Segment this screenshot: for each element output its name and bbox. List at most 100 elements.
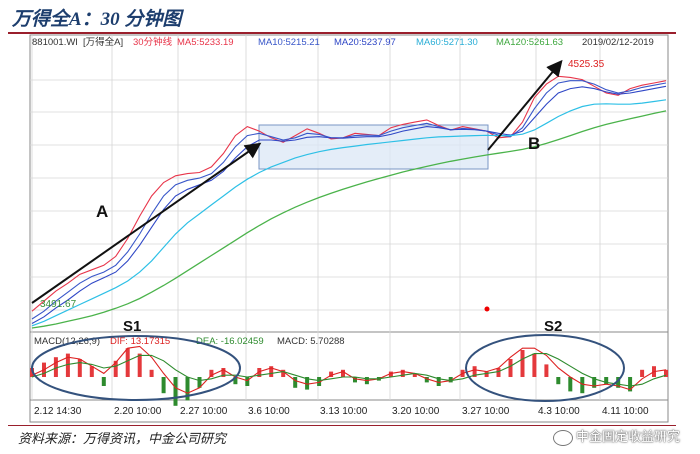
macd-bar xyxy=(233,377,238,385)
series-line-ma60 xyxy=(31,99,667,327)
macd-bar xyxy=(257,368,262,377)
grid-lines xyxy=(30,35,668,400)
x-tick-label: 3.20 10:00 xyxy=(392,406,440,417)
macd-bar xyxy=(616,377,621,388)
macd-bar xyxy=(388,371,393,377)
macd-bar xyxy=(245,377,250,386)
title-divider xyxy=(8,32,676,34)
macd-bar xyxy=(580,377,585,394)
footer-divider xyxy=(8,425,676,426)
macd-bar xyxy=(592,377,597,388)
macd-bar xyxy=(508,359,513,377)
macd-bar xyxy=(293,377,298,388)
label-a: A xyxy=(96,202,108,221)
macd-bar xyxy=(53,357,58,377)
macd-histogram xyxy=(30,348,668,406)
s1-ellipse xyxy=(31,335,241,401)
price-panel-frame xyxy=(29,34,669,333)
macd-bar xyxy=(305,377,310,390)
macd-bar xyxy=(197,377,202,388)
macd-lines xyxy=(31,345,667,394)
macd-bar xyxy=(125,348,130,377)
series-line-ma10 xyxy=(31,80,667,320)
macd-bar xyxy=(496,368,501,377)
macd-bar xyxy=(664,369,668,377)
legend-ma120: MA120:5261.63 xyxy=(496,37,563,48)
macd-bar xyxy=(89,366,94,377)
legend-date: 2019/02/12-2019 xyxy=(582,37,654,48)
macd-bar xyxy=(281,369,286,377)
macd-legend: MACD(12,26,9) DIF: 13.17315 DEA: -16.024… xyxy=(34,336,345,347)
label-s2: S2 xyxy=(544,318,562,335)
x-tick-label: 3.6 10:00 xyxy=(248,406,290,417)
macd-bar xyxy=(484,371,489,377)
x-tick-label: 2.27 10:00 xyxy=(180,406,228,417)
series-line-ma20 xyxy=(31,85,667,324)
s2-ellipse xyxy=(465,334,625,402)
macd-bar xyxy=(101,377,106,386)
macd-bar xyxy=(185,377,190,401)
macd-bar xyxy=(77,359,82,377)
legend-ma20: MA20:5237.97 xyxy=(334,37,396,48)
source-note: 资料来源：万得资讯，中金公司研究 xyxy=(18,431,227,446)
price-legend: 881001.WI [万得全A] 30分钟线 MA5:5233.19 MA10:… xyxy=(32,36,654,48)
macd-bar xyxy=(436,377,441,386)
macd-bar xyxy=(173,377,178,406)
macd-bar xyxy=(628,377,633,392)
macd-line-dif xyxy=(31,345,667,394)
macd-bar xyxy=(341,369,345,377)
macd-bar xyxy=(209,369,214,377)
x-tick-label: 2.20 10:00 xyxy=(114,406,162,417)
macd-bar xyxy=(221,368,226,377)
macd-bar xyxy=(161,377,166,394)
watermark: 中金固定收益研究 xyxy=(552,426,680,446)
macd-bar xyxy=(532,353,537,377)
x-tick-label: 4.3 10:00 xyxy=(538,406,580,417)
x-tick-label: 2.12 14:30 xyxy=(34,406,82,417)
date-axis-frame xyxy=(29,399,669,423)
macd-bar xyxy=(448,377,453,383)
high-value-label: 4525.35 xyxy=(568,59,605,70)
trend-arrow-b xyxy=(487,59,563,151)
macd-legend-macd: MACD: 5.70288 xyxy=(277,336,345,347)
x-tick-label: 4.11 10:00 xyxy=(602,406,649,417)
wechat-icon xyxy=(552,429,573,446)
macd-line-dea xyxy=(31,353,667,387)
macd-bar xyxy=(424,377,429,383)
macd-bar xyxy=(520,350,525,377)
label-s1: S1 xyxy=(123,318,141,335)
macd-bar xyxy=(640,369,645,377)
macd-bar xyxy=(556,377,561,385)
macd-legend-label: MACD(12,26,9) xyxy=(34,336,100,347)
consolidation-box xyxy=(258,124,489,170)
legend-code: 881001.WI xyxy=(32,37,78,48)
legend-ma5: MA5:5233.19 xyxy=(177,37,234,48)
low-value-label: 3491.67 xyxy=(40,299,77,310)
red-dot-marker xyxy=(484,306,490,312)
macd-legend-dif: DIF: 13.17315 xyxy=(110,336,170,347)
label-b: B xyxy=(528,134,540,153)
legend-ma10: MA10:5215.21 xyxy=(258,37,320,48)
macd-bar xyxy=(400,369,405,377)
series-line-ma5 xyxy=(31,75,667,312)
x-tick-label: 3.13 10:00 xyxy=(320,406,368,417)
macd-bar xyxy=(137,353,142,377)
watermark-text: 中金固定收益研究 xyxy=(575,429,680,444)
trend-arrow-a xyxy=(31,142,262,304)
page-title: 万得全A：30 分钟图 xyxy=(12,9,182,30)
legend-ma60: MA60:5271.30 xyxy=(416,37,478,48)
macd-bar xyxy=(544,364,549,377)
series-line-ma120 xyxy=(31,110,667,329)
legend-name: [万得全A] xyxy=(83,36,123,48)
x-axis-ticks: 2.12 14:30 2.20 10:00 2.27 10:00 3.6 10:00 3… xyxy=(34,406,649,417)
macd-bar xyxy=(269,366,274,377)
legend-period: 30分钟线 xyxy=(133,36,173,48)
macd-bar xyxy=(113,360,118,377)
macd-legend-dea: DEA: -16.02459 xyxy=(196,336,264,347)
macd-bar xyxy=(329,371,334,377)
macd-bar xyxy=(472,366,477,377)
macd-bar xyxy=(412,373,417,377)
macd-bar xyxy=(353,377,357,383)
macd-bar xyxy=(568,377,573,392)
